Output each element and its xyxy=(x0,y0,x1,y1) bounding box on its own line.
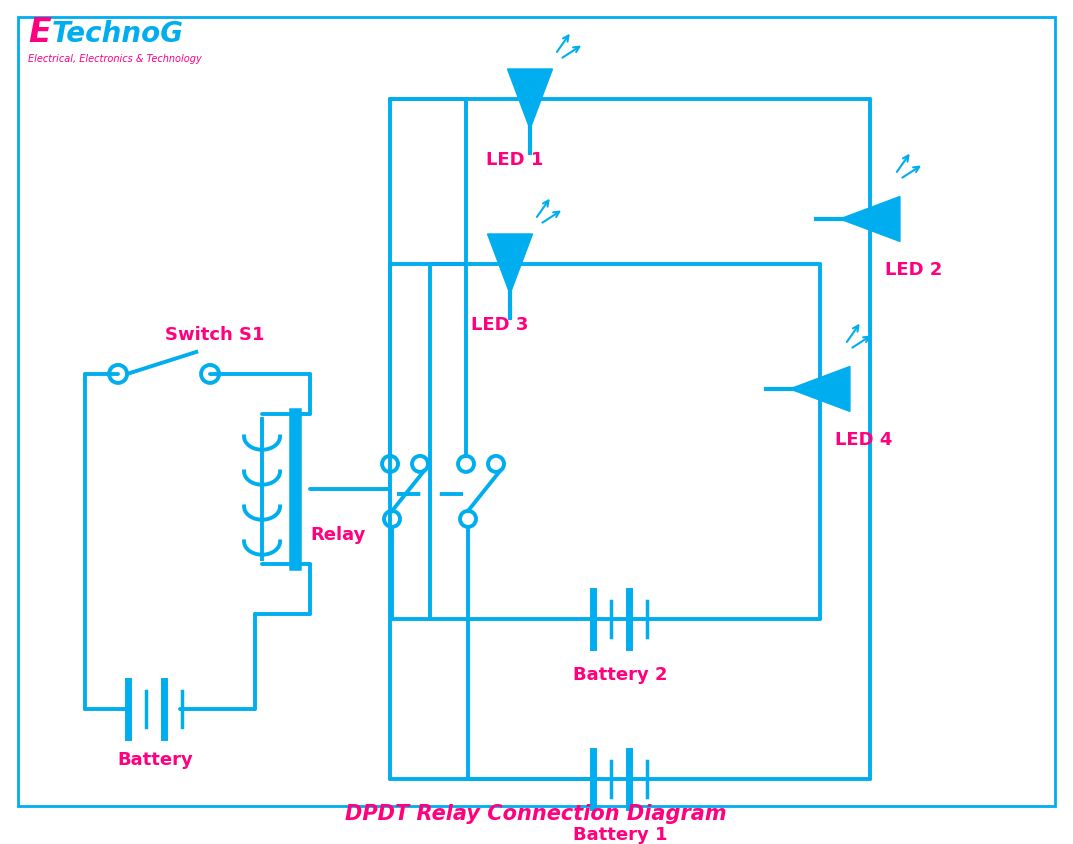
Text: LED 2: LED 2 xyxy=(885,261,942,279)
Text: Battery: Battery xyxy=(117,750,193,768)
Polygon shape xyxy=(487,235,532,295)
Text: E: E xyxy=(28,16,50,49)
Text: LED 4: LED 4 xyxy=(835,430,893,448)
Text: Switch S1: Switch S1 xyxy=(165,326,265,344)
Text: Relay: Relay xyxy=(310,525,366,544)
Text: LED 1: LED 1 xyxy=(486,151,544,169)
Text: DPDT Relay Connection Diagram: DPDT Relay Connection Diagram xyxy=(346,803,726,823)
Polygon shape xyxy=(840,197,900,242)
Text: LED 3: LED 3 xyxy=(471,316,529,333)
Polygon shape xyxy=(508,70,553,130)
Polygon shape xyxy=(790,367,850,412)
Text: TechnoG: TechnoG xyxy=(53,20,185,48)
Text: Battery 2: Battery 2 xyxy=(573,665,667,683)
Text: Battery 1: Battery 1 xyxy=(573,825,667,843)
Text: Electrical, Electronics & Technology: Electrical, Electronics & Technology xyxy=(28,54,202,64)
